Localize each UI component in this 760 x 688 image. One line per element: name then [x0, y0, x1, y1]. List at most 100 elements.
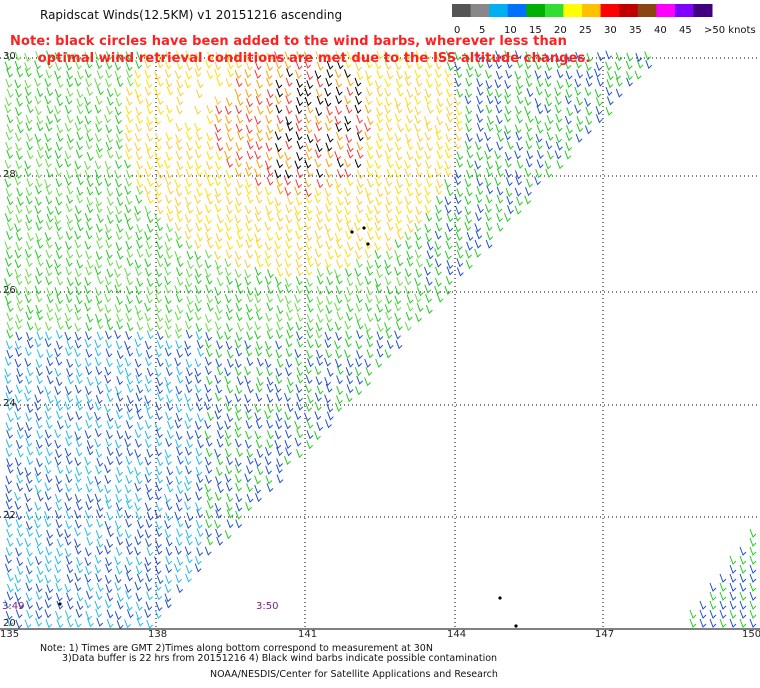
wind-barb	[124, 430, 132, 440]
wind-barb	[136, 573, 144, 583]
wind-barb	[155, 133, 162, 143]
wind-barb	[4, 357, 12, 367]
wind-barb	[175, 403, 183, 413]
wind-barb	[66, 185, 74, 195]
wind-barb	[376, 132, 384, 143]
wind-barb	[424, 186, 431, 196]
wind-barb	[14, 411, 22, 421]
wind-barb	[395, 142, 402, 152]
wind-barb	[4, 257, 12, 268]
wind-barb	[46, 105, 54, 115]
wind-barb	[146, 619, 154, 629]
wind-barb	[6, 591, 14, 601]
wind-barb	[394, 61, 402, 71]
wind-barb	[176, 161, 184, 171]
wind-barb	[35, 158, 43, 168]
wind-barb	[296, 429, 304, 439]
wind-barb	[25, 122, 33, 132]
wind-barb	[124, 204, 132, 214]
legend-swatch	[452, 4, 472, 17]
wind-barb	[125, 62, 133, 72]
wind-barb	[516, 95, 524, 105]
wind-barb	[104, 224, 112, 234]
wind-barb	[126, 546, 134, 556]
wind-barb	[64, 331, 72, 342]
wind-barb	[325, 213, 332, 223]
wind-barb	[314, 70, 322, 80]
wind-barb	[474, 248, 482, 258]
wind-barb	[285, 240, 293, 250]
wind-barb	[55, 582, 63, 593]
wind-barb	[395, 160, 403, 170]
wind-barb	[245, 239, 253, 249]
wind-barb	[85, 266, 93, 276]
wind-barb	[24, 52, 32, 63]
wind-barb	[5, 448, 13, 458]
wind-barb	[25, 195, 33, 205]
wind-barb	[65, 510, 73, 520]
wind-barb	[105, 69, 113, 79]
wind-barb	[94, 287, 102, 297]
wind-barb	[464, 95, 472, 105]
wind-barb	[66, 114, 74, 124]
contamination-dot	[58, 602, 62, 606]
footer-credit: NOAA/NESDIS/Center for Satellite Applica…	[210, 669, 498, 680]
wind-barb	[125, 177, 133, 187]
wind-barb	[6, 231, 13, 241]
wind-barb	[224, 331, 231, 341]
wind-barb	[316, 422, 324, 432]
wind-barb	[465, 249, 472, 259]
wind-barb	[185, 554, 193, 564]
wind-barb	[24, 294, 32, 304]
wind-barb	[235, 123, 243, 133]
wind-barb	[586, 53, 594, 63]
wind-barb	[244, 78, 252, 88]
wind-barb	[366, 330, 373, 340]
wind-barb	[446, 260, 454, 270]
wind-barb	[516, 80, 524, 90]
wind-barb	[405, 240, 412, 250]
wind-barb	[166, 430, 174, 440]
wind-barbs	[4, 50, 757, 630]
wind-barb	[125, 231, 133, 241]
wind-barb	[5, 52, 13, 62]
wind-barb	[135, 601, 143, 611]
wind-barb	[254, 69, 262, 79]
wind-barb	[317, 303, 324, 313]
wind-barb	[275, 60, 282, 70]
wind-barb	[416, 141, 424, 152]
wind-barb	[94, 78, 101, 88]
wind-barb	[524, 69, 532, 79]
wind-barb	[544, 104, 552, 114]
wind-barb	[176, 105, 183, 115]
wind-barb	[75, 375, 83, 385]
wind-barb	[414, 158, 422, 168]
wind-barb	[126, 447, 134, 457]
wind-barb	[304, 412, 311, 422]
wind-barb	[216, 536, 224, 546]
wind-barb	[476, 177, 484, 187]
wind-barb	[165, 140, 173, 150]
wind-barb	[495, 104, 503, 114]
wind-barb	[504, 95, 512, 105]
wind-barb	[524, 167, 532, 178]
wind-barb	[276, 212, 284, 223]
wind-barb	[236, 96, 244, 107]
wind-barb	[335, 50, 343, 60]
wind-barb	[186, 250, 194, 261]
wind-barb	[366, 116, 374, 126]
wind-barb	[255, 96, 263, 106]
wind-barb	[546, 150, 554, 160]
wind-barb	[54, 52, 62, 62]
wind-barb	[14, 176, 22, 186]
wind-barb	[416, 258, 423, 268]
wind-barb	[335, 95, 343, 105]
wind-barb	[164, 376, 172, 386]
wind-barb	[564, 95, 572, 105]
wind-barb	[55, 196, 63, 206]
wind-barb	[65, 231, 73, 241]
wind-barb	[434, 50, 442, 60]
wind-barb	[565, 70, 573, 80]
wind-barb	[346, 177, 354, 187]
wind-barb	[164, 520, 172, 530]
